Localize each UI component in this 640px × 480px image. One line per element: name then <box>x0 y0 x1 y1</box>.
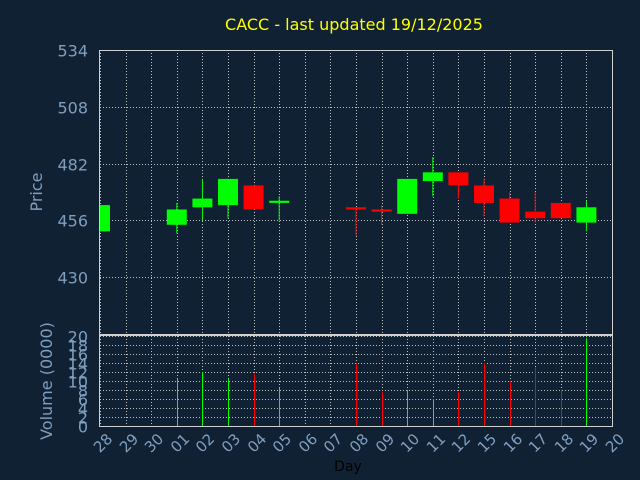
chart-title: CACC - last updated 19/12/2025 <box>225 15 483 34</box>
candle-body <box>371 209 392 212</box>
price-tick-label: 456 <box>57 212 88 231</box>
volume-tick-label: 6 <box>78 391 88 410</box>
price-tick-labels: 534 508 482 456 430 <box>57 42 88 288</box>
volume-tick-label: 8 <box>78 382 88 401</box>
candle-body <box>448 172 469 186</box>
x-axis-label: Day <box>334 459 362 475</box>
x-tick-label: 18 <box>551 430 577 456</box>
x-tick-label: 17 <box>525 430 551 456</box>
x-tick-label: 10 <box>397 430 423 456</box>
x-tick-label: 07 <box>320 430 346 456</box>
volume-panel-frame <box>99 335 613 427</box>
volume-tick-label: 4 <box>78 400 88 419</box>
volume-axis-label: Volume (0000) <box>37 322 56 440</box>
candle-body <box>525 211 546 219</box>
x-tick-label: 05 <box>269 430 295 456</box>
x-tick-label: 28 <box>90 430 116 456</box>
x-tick-label: 29 <box>116 430 142 456</box>
x-tick-label: 12 <box>448 430 474 456</box>
volume-tick-label: 0 <box>78 418 88 437</box>
price-panel-frame <box>99 50 613 335</box>
candle-body <box>397 178 418 214</box>
candle-body <box>499 198 520 223</box>
candle-body <box>166 209 187 225</box>
price-tick-label: 534 <box>57 42 88 61</box>
x-tick-label: 16 <box>500 430 526 456</box>
volume-tick-label: 14 <box>68 355 88 374</box>
price-tick-label: 508 <box>57 99 88 118</box>
volume-tick-label: 12 <box>68 364 88 383</box>
x-tick-label: 04 <box>244 430 270 456</box>
volume-tick-label: 18 <box>68 337 88 356</box>
candle-body <box>550 202 571 219</box>
price-tick-label: 482 <box>57 156 88 175</box>
volume-bars <box>177 338 587 426</box>
x-tick-label: 30 <box>141 430 167 456</box>
price-axis-label: Price <box>27 172 46 211</box>
candle-body <box>346 207 366 210</box>
candle-body <box>100 205 110 232</box>
candle-body <box>192 198 213 208</box>
x-tick-label: 01 <box>167 430 193 456</box>
candle-body <box>218 178 238 206</box>
x-tick-label: 08 <box>346 430 372 456</box>
candle-body <box>269 200 290 203</box>
x-tick-label: 09 <box>372 430 398 456</box>
x-tick-label: 11 <box>423 430 449 456</box>
price-tick-label: 430 <box>57 269 88 288</box>
candle-body <box>422 172 443 182</box>
volume-tick-label: 20 <box>68 328 88 347</box>
volume-tick-label: 2 <box>78 409 88 428</box>
x-tick-label: 15 <box>474 430 500 456</box>
x-tick-label: 02 <box>192 430 218 456</box>
candles <box>99 157 597 236</box>
x-tick-label: 03 <box>218 430 244 456</box>
candle-body <box>474 185 494 203</box>
x-tick-label: 19 <box>576 430 602 456</box>
candle-body <box>243 185 264 210</box>
x-tick-label: 20 <box>602 430 628 456</box>
x-tick-label: 06 <box>295 430 321 456</box>
volume-tick-label: 16 <box>68 346 88 365</box>
volume-tick-label: 10 <box>68 373 88 392</box>
candle-body <box>576 207 597 223</box>
